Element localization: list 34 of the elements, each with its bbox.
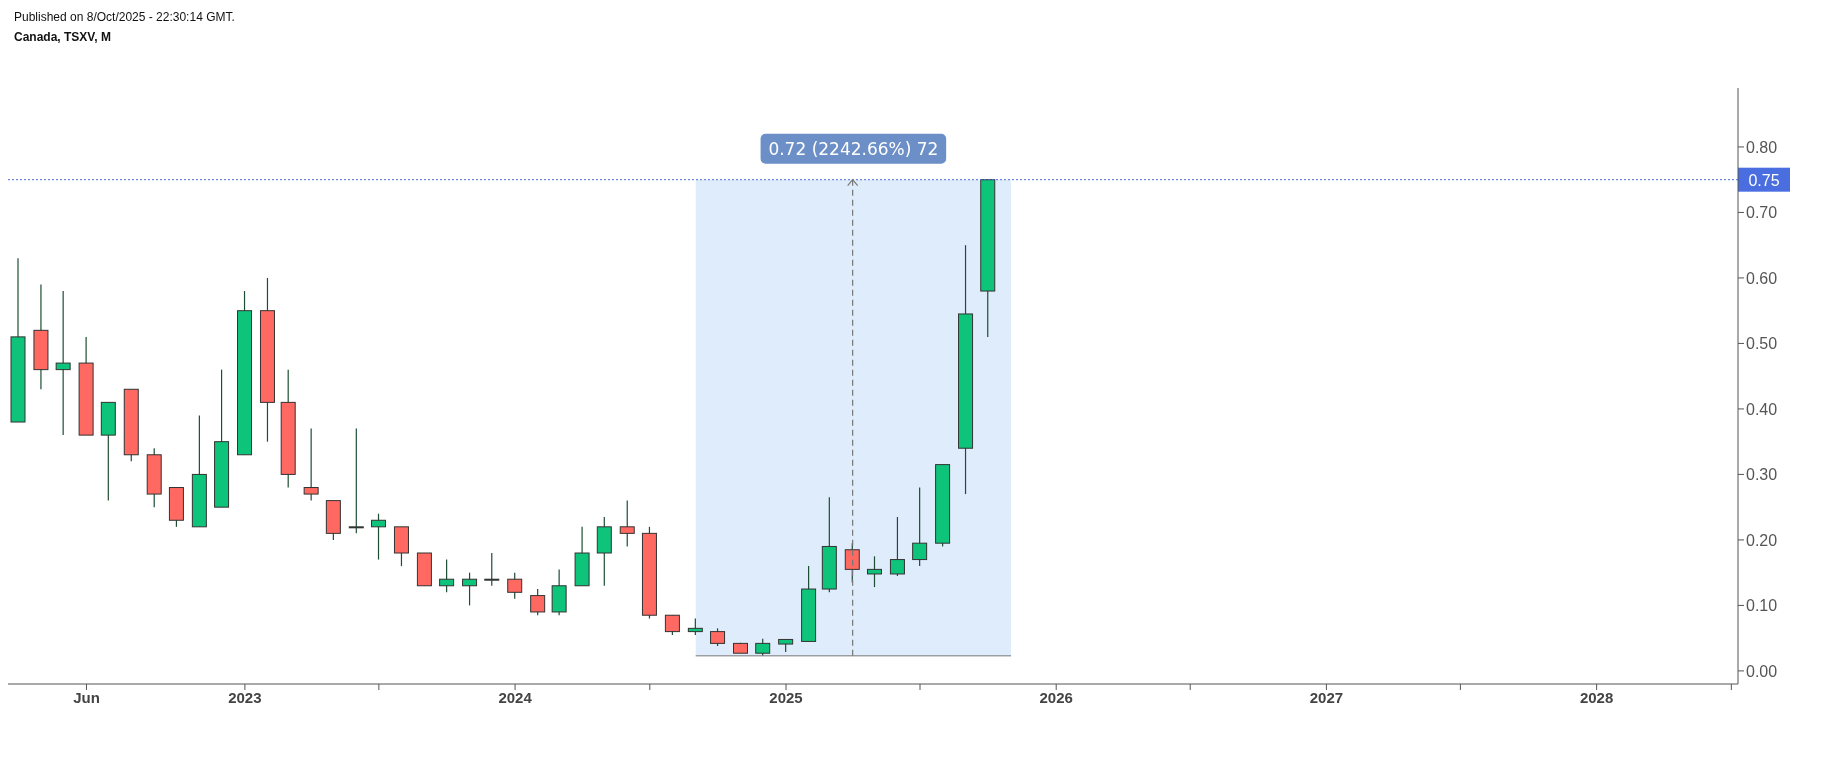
x-tick-label: 2025 (769, 688, 803, 706)
x-tick-label: 2028 (1579, 688, 1614, 706)
candlestick (484, 552, 500, 587)
candlestick (530, 588, 546, 616)
candlestick (371, 513, 387, 561)
y-tick-label: 0.10 (1746, 597, 1778, 615)
y-tick-label: 0.40 (1746, 400, 1778, 418)
x-tick-label: 2023 (228, 688, 262, 706)
x-tick-label: 2026 (1039, 688, 1073, 706)
candlestick (439, 558, 455, 593)
candlestick (348, 427, 364, 534)
y-tick-label: 0.70 (1746, 204, 1778, 222)
candlestick (912, 486, 928, 567)
x-tick-label: Jun (73, 688, 100, 706)
band-label: 0.72 (2242.66%) 72 (768, 138, 939, 159)
y-tick-label: 0.20 (1746, 531, 1778, 549)
y-tick-label: 0.00 (1746, 662, 1778, 680)
ref-line-label: 0.75 (1748, 171, 1780, 189)
candlestick (303, 427, 319, 502)
candlestick (664, 614, 680, 636)
y-tick-label: 0.30 (1746, 466, 1778, 484)
y-tick-label: 0.50 (1746, 335, 1778, 353)
candlestick (462, 572, 478, 607)
y-tick-label: 0.80 (1746, 138, 1778, 156)
x-tick-label: 2027 (1309, 688, 1344, 706)
candlestick (889, 516, 905, 577)
candlestick (619, 500, 635, 548)
candlestick (507, 572, 523, 600)
y-tick-label: 0.60 (1746, 269, 1778, 287)
x-tick-label: 2024 (498, 688, 533, 706)
text: Published on 8/Oct/2025 - 22:30:14 GMT. (13, 9, 236, 26)
chart-title: Canada, TSXV, M (13, 29, 112, 46)
candlestick (866, 555, 882, 588)
candlestick (55, 290, 71, 436)
